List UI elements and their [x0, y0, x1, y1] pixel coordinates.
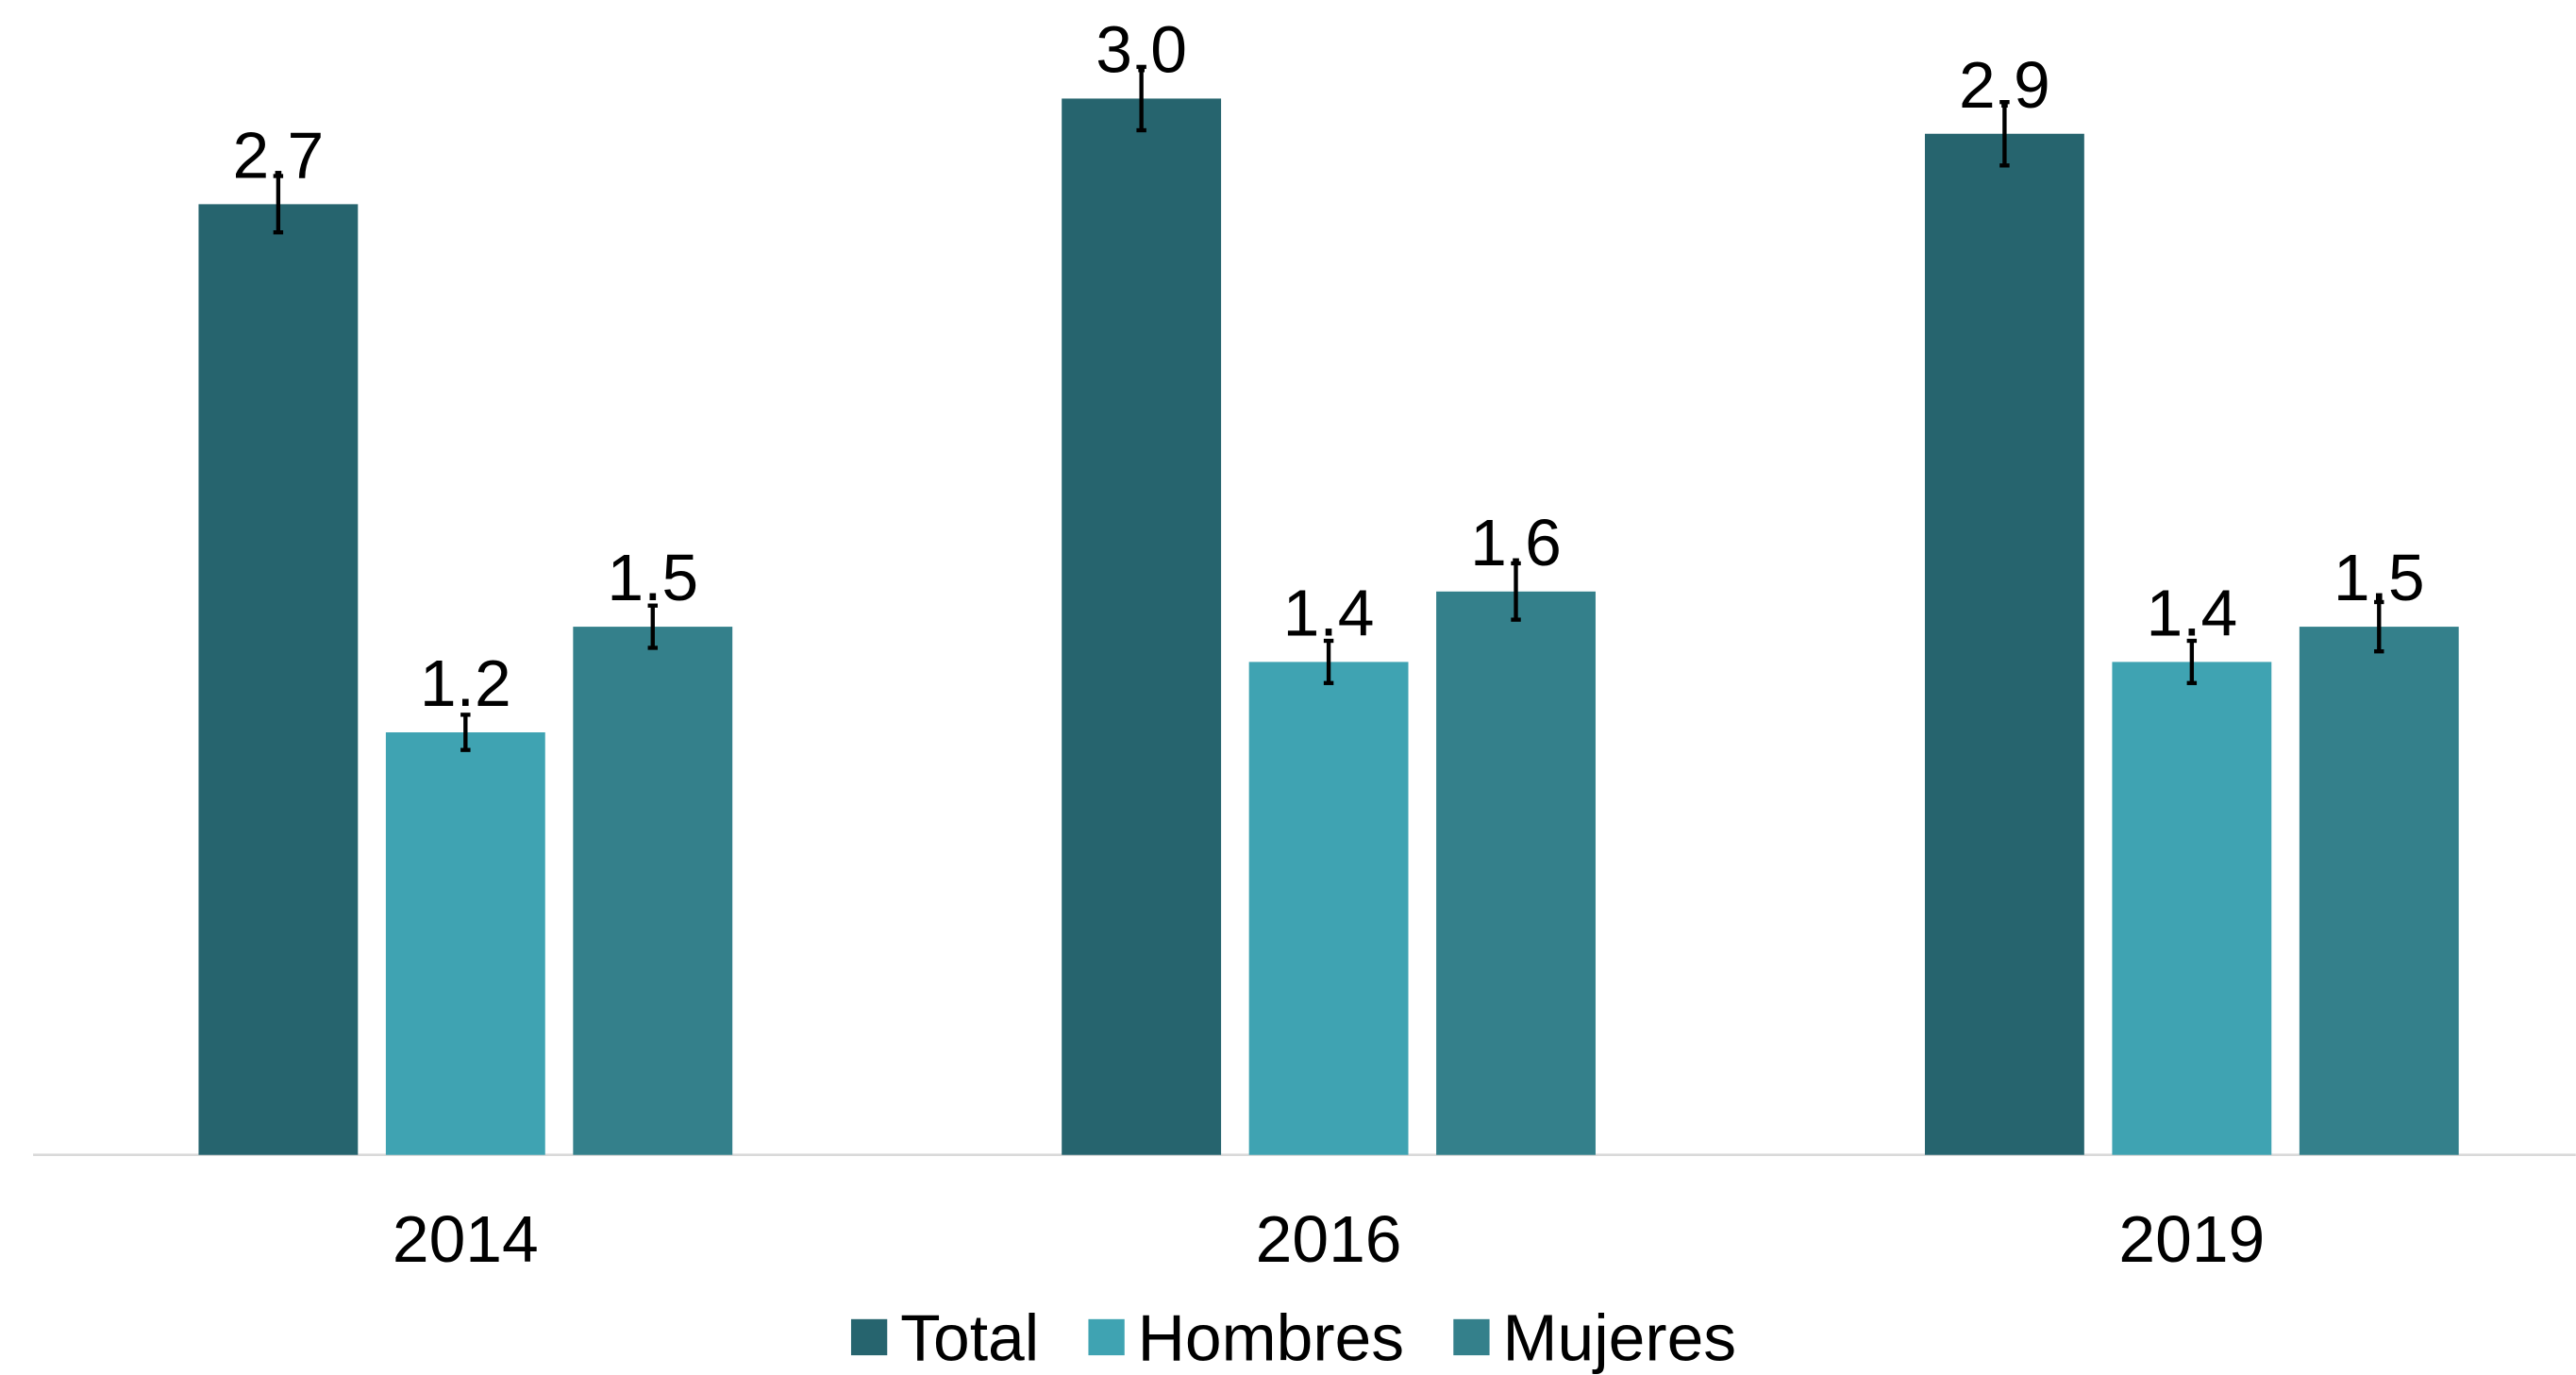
- bar: [2112, 662, 2272, 1155]
- legend-label: Total: [900, 1300, 1039, 1374]
- data-label: 1.2: [420, 646, 511, 720]
- legend-swatch: [1088, 1318, 1125, 1356]
- data-label: 1.4: [1283, 577, 1375, 650]
- bar: [573, 627, 733, 1155]
- data-label: 2.9: [1959, 48, 2050, 122]
- data-label: 3.0: [1096, 13, 1187, 87]
- x-tick-label: 2019: [2118, 1202, 2265, 1276]
- legend-label: Mujeres: [1503, 1300, 1737, 1374]
- bar: [1436, 591, 1596, 1155]
- legend-swatch: [850, 1318, 888, 1356]
- legend-swatch: [1453, 1318, 1490, 1356]
- x-tick-label: 2016: [1256, 1202, 1402, 1276]
- legend-label: Hombres: [1138, 1300, 1404, 1374]
- data-label: 1.5: [607, 541, 698, 614]
- data-label: 2.7: [232, 119, 324, 193]
- bar: [198, 204, 359, 1155]
- data-label: 1.5: [2333, 541, 2425, 614]
- data-label: 1.6: [1470, 506, 1562, 579]
- bar: [1924, 133, 2084, 1155]
- bar: [385, 732, 545, 1155]
- bar: [1062, 98, 1222, 1155]
- x-tick-label: 2014: [393, 1202, 539, 1276]
- bar: [2299, 627, 2459, 1155]
- data-label: 1.4: [2146, 577, 2237, 650]
- bar: [1248, 662, 1409, 1155]
